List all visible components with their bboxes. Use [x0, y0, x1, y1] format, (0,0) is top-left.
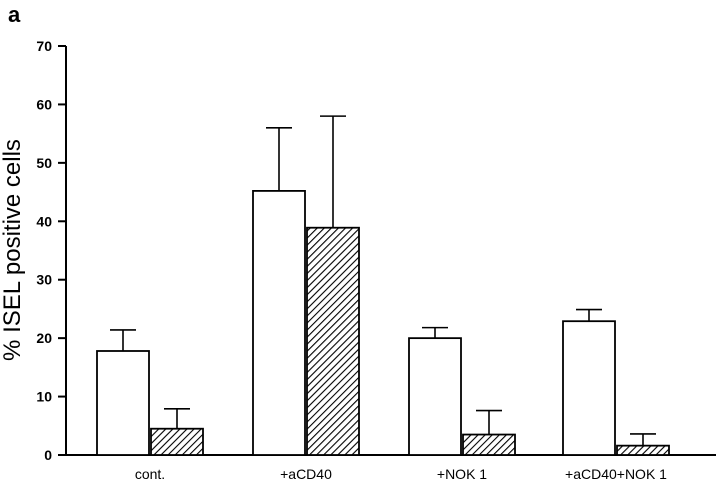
x-category-label: cont.: [135, 466, 165, 482]
bar-open: [562, 320, 616, 456]
bar-open: [96, 350, 150, 456]
bar-open: [252, 190, 306, 456]
y-tick-label: 30: [36, 272, 52, 288]
bar-open: [408, 337, 462, 456]
y-axis-label: % ISEL positive cells: [0, 139, 26, 361]
y-tick-label: 10: [36, 389, 52, 405]
bar-hatched: [616, 444, 670, 456]
y-axis: 0 10 20 30 40 50 60 70: [36, 38, 67, 463]
y-tick-label: 50: [36, 155, 52, 171]
x-category-label: +aCD40: [280, 466, 332, 482]
x-category-label: +NOK 1: [437, 466, 487, 482]
y-tick-label: 20: [36, 330, 52, 346]
x-category-label: +aCD40+NOK 1: [565, 466, 667, 482]
error-bars: [110, 115, 656, 446]
bar-hatched: [150, 427, 204, 456]
panel-letter: a: [8, 2, 21, 27]
y-tick-label: 40: [36, 213, 52, 229]
y-tick-label: 60: [36, 96, 52, 112]
bars: [96, 190, 670, 456]
bar-hatched: [306, 226, 360, 456]
bar-hatched: [462, 433, 516, 456]
y-tick-label: 70: [36, 38, 52, 54]
x-axis: cont. +aCD40 +NOK 1 +aCD40+NOK 1: [66, 454, 716, 482]
y-tick-label: 0: [44, 447, 52, 463]
